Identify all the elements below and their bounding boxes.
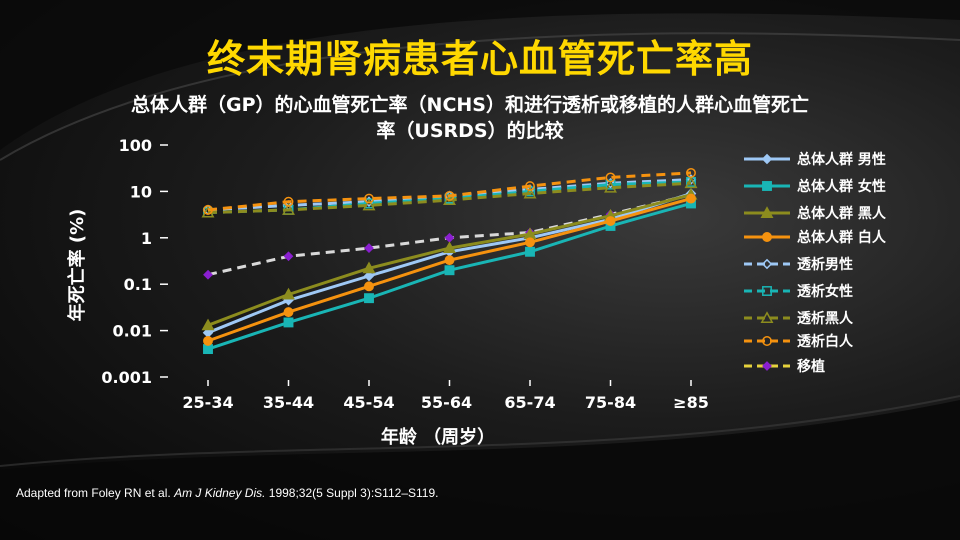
data-point (444, 232, 455, 243)
subtitle-line-1: 总体人群（GP）的心血管死亡率（NCHS）和进行透析或移植的人群心血管死亡 (131, 94, 809, 116)
y-tick-label: 0.01 (113, 322, 152, 341)
data-point (525, 181, 535, 192)
data-point (444, 265, 455, 276)
data-point (363, 196, 375, 207)
series-line (207, 201, 692, 351)
data-point (444, 190, 455, 201)
x-tick-label: 35-44 (263, 393, 314, 412)
data-point (283, 251, 294, 262)
legend-label: 透析黑人 (797, 310, 854, 327)
data-point (364, 281, 374, 292)
data-point (364, 293, 374, 304)
citation-prefix: Adapted from Foley RN et al. (16, 486, 175, 500)
data-point (605, 179, 616, 190)
legend-label: 总体人群 女性 (797, 178, 886, 195)
legend-marker (762, 181, 772, 191)
legend-marker (761, 258, 773, 270)
y-tick-label: 1 (141, 229, 152, 248)
data-point (362, 261, 376, 274)
x-tick-label: 75-84 (585, 393, 636, 412)
data-point (282, 203, 295, 215)
data-point (203, 344, 213, 355)
data-point (686, 193, 696, 204)
data-point (686, 167, 696, 178)
x-axis-label: 年龄 （周岁） (381, 426, 495, 448)
data-point (203, 269, 213, 280)
data-point (364, 243, 374, 254)
legend-label: 总体人群 白人 (797, 229, 887, 246)
legend-marker (762, 361, 772, 371)
x-tick-label: 45-54 (343, 393, 394, 412)
legend-label: 透析男性 (797, 256, 853, 273)
legend-marker (762, 286, 772, 296)
data-point (283, 196, 294, 207)
legend-marker (762, 336, 772, 346)
data-point (363, 270, 375, 282)
x-tick-label: 25-34 (182, 393, 233, 412)
citation-journal: Am J Kidney Dis. (174, 486, 266, 500)
legend-marker (761, 153, 773, 165)
legend-label: 移植 (797, 358, 825, 375)
citation-suffix: 1998;32(5 Suppl 3):S112–S119. (265, 486, 439, 500)
data-point (605, 177, 616, 189)
y-tick-label: 10 (130, 182, 152, 201)
data-point (282, 287, 295, 300)
legend-marker (762, 232, 772, 242)
data-point (203, 204, 213, 215)
legend-label: 总体人群 黑人 (797, 205, 887, 222)
page-title: 终末期肾病患者心血管死亡率高 (206, 37, 753, 81)
y-tick-label: 0.001 (101, 368, 152, 387)
y-tick-label: 100 (119, 136, 152, 155)
data-point (444, 255, 455, 266)
legend-marker (760, 311, 774, 323)
data-point (525, 237, 535, 248)
legend-marker (760, 206, 774, 218)
data-point (684, 176, 698, 189)
series-line (207, 171, 692, 212)
data-point (523, 186, 537, 199)
chart-subtitle: 总体人群（GP）的心血管死亡率（NCHS）和进行透析或移植的人群心血管死亡 率（… (20, 92, 920, 144)
data-point (203, 335, 213, 346)
data-point (283, 317, 294, 328)
x-tick-label: 65-74 (504, 393, 555, 412)
data-point (605, 172, 616, 183)
data-point (201, 318, 215, 331)
data-point (283, 307, 294, 318)
data-point (362, 198, 376, 211)
x-tick-label: 55-64 (421, 393, 472, 412)
legend-label: 总体人群 男性 (797, 151, 886, 168)
data-point (604, 180, 617, 193)
legend-label: 透析女性 (797, 283, 853, 300)
y-axis-label: 年死亡率 (%) (66, 209, 88, 322)
subtitle-line-2: 率（USRDS）的比较 (376, 120, 564, 142)
data-point (443, 241, 456, 254)
data-point (201, 205, 215, 218)
x-tick-label: ≥85 (673, 393, 709, 412)
y-tick-label: 0.1 (124, 275, 152, 294)
data-point (605, 216, 616, 226)
data-point (364, 193, 374, 204)
legend-label: 透析白人 (797, 333, 854, 350)
citation: Adapted from Foley RN et al. Am J Kidney… (16, 486, 438, 500)
data-point (525, 246, 535, 257)
